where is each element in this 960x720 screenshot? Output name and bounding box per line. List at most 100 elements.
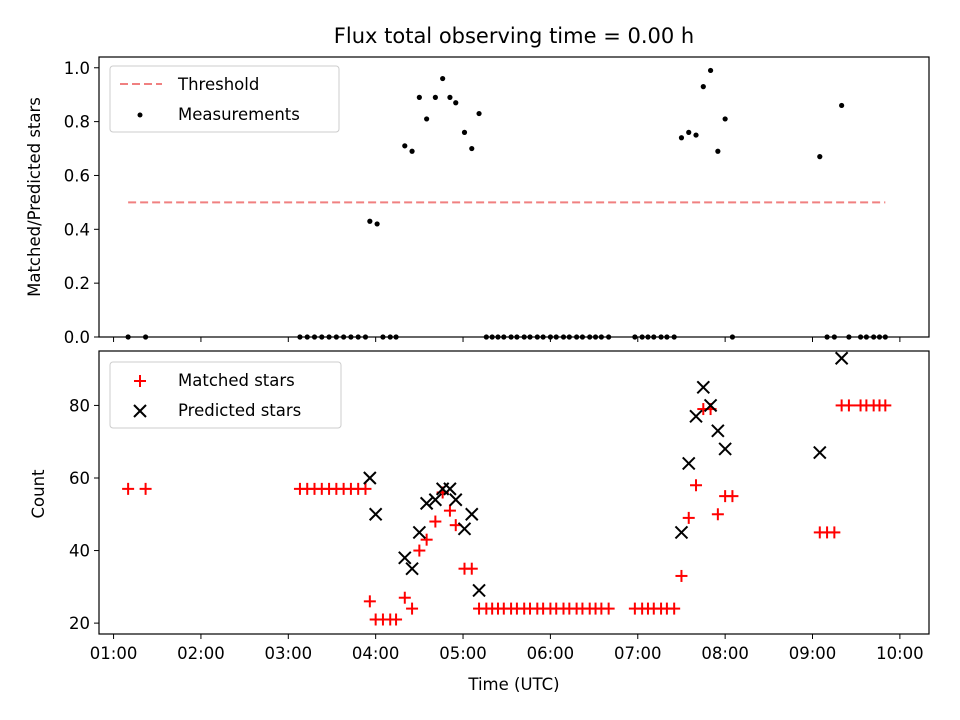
bottom-x-ticks: 01:00 02:00 03:00 04:00 05:00 06:00 07:00 08:00… bbox=[90, 634, 924, 663]
predicted-point bbox=[405, 561, 419, 576]
matched-point bbox=[390, 613, 403, 626]
predicted-point-b bbox=[465, 507, 479, 521]
matched-point bbox=[828, 526, 841, 539]
matched-point bbox=[122, 482, 135, 495]
matched-point bbox=[359, 482, 372, 495]
measurement-point bbox=[489, 334, 495, 340]
count-points bbox=[122, 351, 892, 626]
matched-point bbox=[363, 595, 376, 608]
measurement-point bbox=[514, 334, 520, 340]
x-tick-label: 09:00 bbox=[789, 644, 837, 663]
bottom-y-tick-label: 20 bbox=[69, 614, 90, 633]
predicted-point-b bbox=[419, 496, 434, 511]
predicted-point bbox=[412, 525, 427, 540]
measurement-point bbox=[700, 84, 706, 90]
predicted-point bbox=[398, 551, 412, 565]
top-x-ticks bbox=[113, 337, 901, 342]
threshold-legend-label: Threshold bbox=[177, 75, 259, 94]
matched-point bbox=[465, 562, 478, 575]
x-tick-label: 04:00 bbox=[352, 644, 400, 663]
predicted-point bbox=[703, 398, 718, 413]
measurement-point bbox=[715, 148, 721, 154]
top-y-tick-label: 0.2 bbox=[64, 274, 90, 293]
measurement-point bbox=[367, 218, 373, 224]
measurement-point bbox=[333, 334, 339, 340]
bottom-y-ticks: 20 40 60 80 bbox=[69, 396, 99, 633]
measurement-point bbox=[707, 67, 714, 74]
measurement-point bbox=[374, 221, 380, 227]
measurement-point bbox=[393, 334, 399, 340]
matched-point bbox=[398, 591, 411, 604]
matched-point bbox=[420, 533, 433, 546]
matched-point bbox=[682, 511, 695, 524]
top-legend: Threshold Measurements bbox=[109, 65, 340, 133]
predicted-point bbox=[443, 482, 457, 496]
measurement-point bbox=[658, 334, 664, 340]
x-tick-label: 02:00 bbox=[177, 644, 225, 663]
matched-point bbox=[602, 602, 615, 615]
predicted-point bbox=[368, 507, 383, 521]
predicted-point-b bbox=[711, 424, 725, 438]
measurement-point bbox=[606, 334, 612, 340]
measurement-point bbox=[348, 334, 354, 340]
top-y-tick-label: 0.6 bbox=[64, 166, 90, 185]
measurement-point bbox=[846, 334, 852, 340]
predicted-point-b bbox=[682, 456, 696, 471]
measurement-point bbox=[416, 94, 422, 100]
measurement-point bbox=[598, 334, 604, 340]
measurement-point bbox=[380, 334, 386, 340]
measurement-point bbox=[501, 334, 507, 340]
measurement-point bbox=[871, 334, 877, 340]
matched-point bbox=[443, 504, 456, 517]
predicted-point-b bbox=[696, 380, 711, 394]
x-tick-label: 06:00 bbox=[527, 644, 575, 663]
x-tick-label: 05:00 bbox=[439, 644, 487, 663]
measurement-point bbox=[579, 334, 586, 340]
predicted-point bbox=[813, 445, 827, 460]
predicted-point bbox=[682, 456, 696, 471]
matched-point bbox=[675, 569, 688, 582]
predicted-point bbox=[696, 380, 711, 394]
measurement-point bbox=[566, 334, 572, 340]
measurement-point bbox=[440, 75, 446, 82]
measurement-point bbox=[534, 334, 540, 340]
predicted-point-b bbox=[398, 551, 412, 565]
measurement-point bbox=[424, 116, 430, 122]
predicted-point bbox=[711, 424, 725, 438]
measurement-point bbox=[632, 334, 638, 340]
predicted-legend-label: Predicted stars bbox=[178, 401, 301, 420]
matched-point bbox=[413, 544, 426, 557]
top-legend-box bbox=[109, 65, 340, 133]
matched-point bbox=[406, 602, 419, 615]
measurement-point bbox=[297, 334, 303, 340]
matched-legend-label: Matched stars bbox=[178, 371, 295, 390]
matched-point bbox=[668, 602, 681, 615]
predicted-point-b bbox=[405, 561, 419, 576]
predicted-point-b bbox=[689, 409, 703, 424]
measurement-point bbox=[560, 334, 567, 340]
measurement-point bbox=[587, 334, 593, 340]
measurement-point bbox=[651, 334, 657, 340]
measurement-point bbox=[326, 334, 332, 340]
predicted-point-b bbox=[718, 442, 732, 456]
measurement-point bbox=[311, 334, 318, 340]
measurement-point bbox=[729, 334, 736, 340]
measurement-point bbox=[671, 334, 677, 340]
measurement-point bbox=[876, 334, 883, 340]
predicted-point bbox=[472, 583, 486, 598]
measurement-point bbox=[508, 334, 514, 340]
predicted-point-b bbox=[457, 522, 472, 536]
predicted-point-b bbox=[443, 482, 457, 496]
measurement-point bbox=[447, 94, 453, 100]
top-axes-frame bbox=[98, 56, 930, 338]
measurement-point bbox=[553, 334, 559, 340]
predicted-point-b bbox=[449, 493, 463, 507]
measurement-point bbox=[592, 334, 599, 340]
measurement-point bbox=[678, 135, 685, 141]
x-tick-label: 01:00 bbox=[90, 644, 138, 663]
top-y-tick-label: 0.0 bbox=[64, 328, 90, 347]
predicted-point-b bbox=[412, 525, 427, 540]
x-tick-label: 10:00 bbox=[876, 644, 924, 663]
bottom-y-axis-label: Count bbox=[29, 469, 48, 519]
x-axis-label: Time (UTC) bbox=[467, 675, 559, 694]
